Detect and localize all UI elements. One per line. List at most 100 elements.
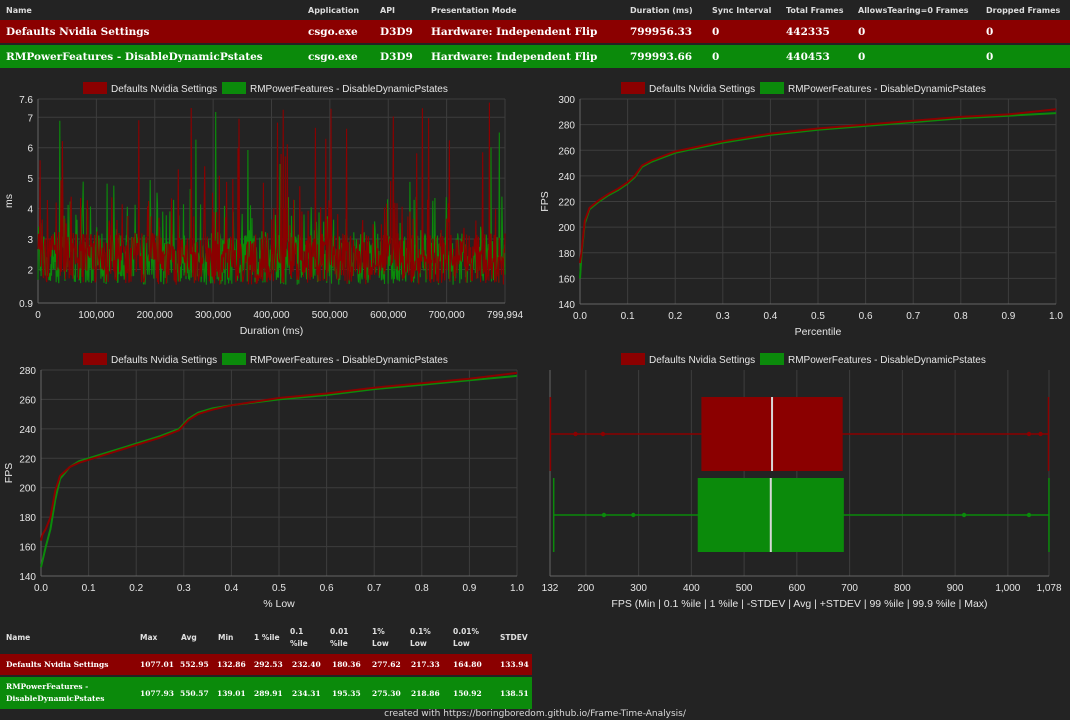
box-percentile-marker xyxy=(1038,431,1043,437)
legend-label: RMPowerFeatures - DisableDynamicPstates xyxy=(250,355,448,366)
x-tick-label: 400,000 xyxy=(253,310,290,321)
y-tick-label: 7.6 xyxy=(19,95,33,106)
summary-cell-sync-interval: 0 xyxy=(712,50,720,63)
x-tick-label: 700,000 xyxy=(429,310,466,321)
x-tick-label: 0.3 xyxy=(177,583,191,594)
x-tick-label: 0.1 xyxy=(621,311,635,322)
stats-header-1-low: 1% Low xyxy=(372,627,389,648)
y-tick-label: 200 xyxy=(19,484,36,495)
summary-header-duration: Duration (ms) xyxy=(630,6,693,15)
summary-header-api: API xyxy=(380,6,396,15)
summary-cell-presentation-mode: Hardware: Independent Flip xyxy=(431,25,598,38)
y-tick-label: 3 xyxy=(27,235,33,246)
x-tick-label: 0.2 xyxy=(129,583,143,594)
x-tick-label: 0.9 xyxy=(1001,311,1015,322)
stats-table: Name Max Avg Min 1 %ile 0.1 %ile 0.01 %i… xyxy=(0,623,532,709)
x-tick-label: 0.6 xyxy=(320,583,334,594)
stats-cell-stdev: 133.94 xyxy=(500,660,529,669)
box-percentile-marker xyxy=(1026,431,1032,437)
summary-cell-dropped: 0 xyxy=(986,25,994,38)
frametime-series-line xyxy=(37,102,506,285)
x-axis-title: FPS (Min | 0.1 %ile | 1 %ile | -STDEV | … xyxy=(611,598,987,610)
x-tick-label: 0.0 xyxy=(573,311,587,322)
x-tick-label: 0.8 xyxy=(415,583,429,594)
summary-header-sync-interval: Sync Interval xyxy=(712,6,772,15)
x-tick-label: 400 xyxy=(683,583,700,594)
legend-swatch xyxy=(760,82,784,94)
stats-header-min: Min xyxy=(218,633,234,642)
x-tick-label: 0.6 xyxy=(859,311,873,322)
stats-cell-1-ile: 292.53 xyxy=(254,660,283,669)
x-axis-title: % Low xyxy=(263,598,295,610)
stats-cell-name: Defaults Nvidia Settings xyxy=(6,660,109,669)
summary-cell-api: D3D9 xyxy=(380,25,413,38)
summary-row: Defaults Nvidia Settings csgo.exe D3D9 H… xyxy=(0,20,1070,45)
x-tick-label: 1.0 xyxy=(1049,311,1063,322)
y-tick-label: 280 xyxy=(558,121,575,132)
legend-swatch xyxy=(83,82,107,94)
x-tick-label: 500,000 xyxy=(312,310,349,321)
stats-header-avg: Avg xyxy=(181,633,197,642)
stats-header-01-ile: 0.1 %ile xyxy=(290,627,308,648)
stats-header-001-ile: 0.01 %ile xyxy=(330,627,349,648)
x-tick-label: 0.7 xyxy=(367,583,381,594)
series-line xyxy=(40,371,518,541)
stats-header-01-low: 0.1% Low xyxy=(410,627,431,648)
y-tick-label: 160 xyxy=(558,274,575,285)
x-tick-label: 100,000 xyxy=(78,310,115,321)
summary-cell-name: Defaults Nvidia Settings xyxy=(6,25,150,38)
x-tick-label: 900 xyxy=(947,583,964,594)
x-tick-label: 0 xyxy=(35,310,41,321)
x-tick-label: 0.2 xyxy=(668,311,682,322)
box-percentile-marker xyxy=(600,431,606,437)
y-tick-label: 260 xyxy=(19,395,36,406)
legend-swatch xyxy=(222,353,246,365)
summary-table: Name Application API Presentation Mode D… xyxy=(0,0,1070,70)
stats-cell-001-low: 164.80 xyxy=(453,660,482,669)
stats-cell-max: 1077.01 xyxy=(140,660,174,669)
y-tick-label: 2 xyxy=(27,266,33,277)
stats-cell-min: 132.86 xyxy=(217,660,246,669)
summary-cell-duration: 799956.33 xyxy=(630,25,693,38)
y-tick-label: 160 xyxy=(19,543,36,554)
y-tick-label: 7 xyxy=(27,113,33,124)
box-percentile-marker xyxy=(1026,512,1032,518)
stats-cell-min: 139.01 xyxy=(217,688,246,698)
legend-swatch xyxy=(621,353,645,365)
y-tick-label: 200 xyxy=(558,223,575,234)
stats-header-max: Max xyxy=(140,633,158,642)
x-tick-label: 300 xyxy=(630,583,647,594)
summary-cell-allows-tearing: 0 xyxy=(858,25,866,38)
y-tick-label: 240 xyxy=(19,425,36,436)
box-percentile-marker xyxy=(601,512,607,518)
summary-header-name: Name xyxy=(6,6,32,15)
x-tick-label: 0.9 xyxy=(462,583,476,594)
x-tick-label: 0.8 xyxy=(954,311,968,322)
x-tick-label: 0.4 xyxy=(763,311,777,322)
summary-cell-application: csgo.exe xyxy=(308,25,358,38)
x-tick-label: 1,000 xyxy=(995,583,1020,594)
y-tick-label: 180 xyxy=(19,513,36,524)
stats-header-001-low: 0.01% Low xyxy=(453,627,480,648)
stats-cell-001-ile: 195.35 xyxy=(332,688,361,698)
summary-header-presentation-mode: Presentation Mode xyxy=(431,6,517,15)
x-tick-label: 600,000 xyxy=(370,310,407,321)
y-tick-label: 300 xyxy=(558,95,575,106)
legend-swatch xyxy=(621,82,645,94)
y-tick-label: 220 xyxy=(19,454,36,465)
x-tick-label: 500 xyxy=(736,583,753,594)
y-tick-label: 6 xyxy=(27,144,33,155)
x-tick-label: 1.0 xyxy=(510,583,524,594)
x-tick-label: 132 xyxy=(542,583,559,594)
summary-cell-api: D3D9 xyxy=(380,50,413,63)
stats-cell-avg: 550.57 xyxy=(180,688,209,698)
x-tick-label: 1,078 xyxy=(1036,583,1061,594)
legend-swatch xyxy=(760,353,784,365)
y-axis-title: FPS xyxy=(3,463,15,483)
y-tick-label: 180 xyxy=(558,249,575,260)
legend-label: RMPowerFeatures - DisableDynamicPstates xyxy=(250,84,448,95)
x-tick-label: 800 xyxy=(894,583,911,594)
y-tick-label: 220 xyxy=(558,198,575,209)
summary-cell-sync-interval: 0 xyxy=(712,25,720,38)
stats-cell-name: RMPowerFeatures - DisableDynamicPstates xyxy=(6,682,105,703)
